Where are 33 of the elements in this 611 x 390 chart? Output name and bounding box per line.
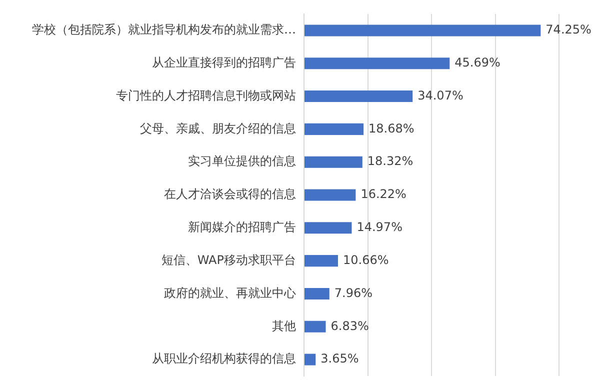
data-label: 6.83%: [330, 318, 369, 333]
bar: [304, 123, 364, 135]
bar: [304, 24, 541, 36]
y-tick-label: 专门性的人才招聘信息刊物或网站: [116, 88, 296, 102]
y-tick-label: 实习单位提供的信息: [188, 154, 296, 168]
data-label: 14.97%: [356, 220, 402, 234]
bar: [304, 354, 316, 366]
y-tick-label: 政府的就业、再就业中心: [164, 286, 296, 300]
y-tick-label: 短信、WAP移动求职平台: [161, 252, 296, 267]
bar: [304, 58, 450, 70]
data-label: 18.68%: [368, 121, 414, 136]
bar: [304, 222, 352, 234]
bar: [304, 156, 362, 168]
data-label: 16.22%: [360, 187, 406, 202]
data-label: 34.07%: [418, 88, 464, 102]
data-label: 45.69%: [454, 55, 500, 70]
y-tick-label: 学校（包括院系）就业指导机构发布的就业需求…: [32, 22, 296, 37]
y-tick-label: 从职业介绍机构获得的信息: [152, 352, 296, 366]
data-label: 18.32%: [367, 154, 414, 168]
data-label: 74.25%: [546, 22, 592, 37]
y-tick-label: 从企业直接得到的招聘广告: [152, 55, 296, 70]
data-label: 3.65%: [320, 352, 359, 366]
bar: [304, 320, 326, 332]
data-label: 7.96%: [334, 286, 372, 300]
y-tick-label: 在人才洽谈会或得的信息: [164, 187, 296, 202]
bar: [304, 90, 413, 102]
data-label: 10.66%: [342, 252, 389, 267]
bar: [304, 189, 356, 201]
y-tick-label: 父母、亲戚、朋友介绍的信息: [140, 121, 296, 136]
bar: [304, 288, 330, 300]
y-tick-label: 新闻媒介的招聘广告: [188, 220, 296, 234]
bar: [304, 255, 338, 267]
y-tick-label: 其他: [272, 318, 296, 333]
